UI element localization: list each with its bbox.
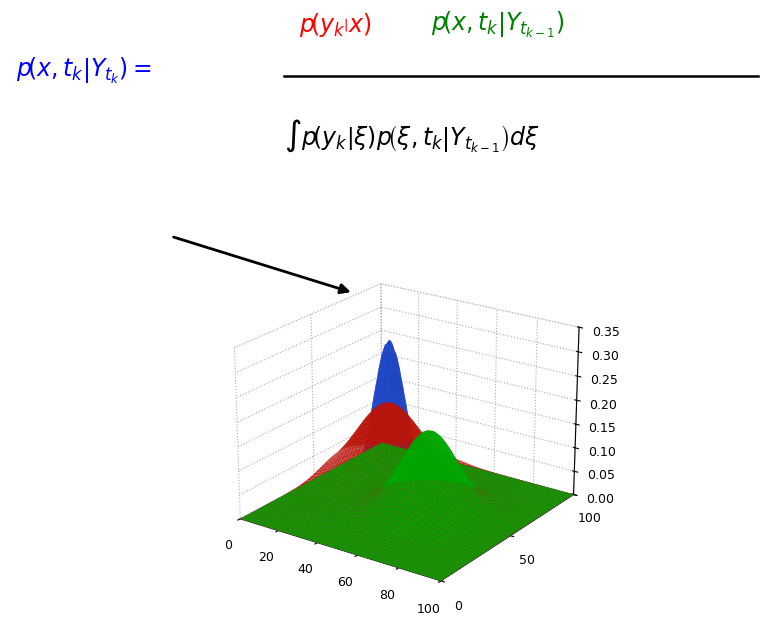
Text: $\int p\!\left(y_k\left|\xi\right.\right)p\!\left(\xi,t_k\left|Y_{t_{k-1}}\right: $\int p\!\left(y_k\left|\xi\right.\right… <box>284 118 540 154</box>
Text: $p\!\left(x,t_k\left|Y_{t_k}\right.\right)=$: $p\!\left(x,t_k\left|Y_{t_k}\right.\righ… <box>16 55 152 86</box>
Text: $p\!\left(y_k\left|x\right.\right)$: $p\!\left(y_k\left|x\right.\right)$ <box>299 11 371 39</box>
Text: $p\!\left(x,t_k\left|Y_{t_{k-1}}\right.\right)$: $p\!\left(x,t_k\left|Y_{t_{k-1}}\right.\… <box>431 10 565 40</box>
